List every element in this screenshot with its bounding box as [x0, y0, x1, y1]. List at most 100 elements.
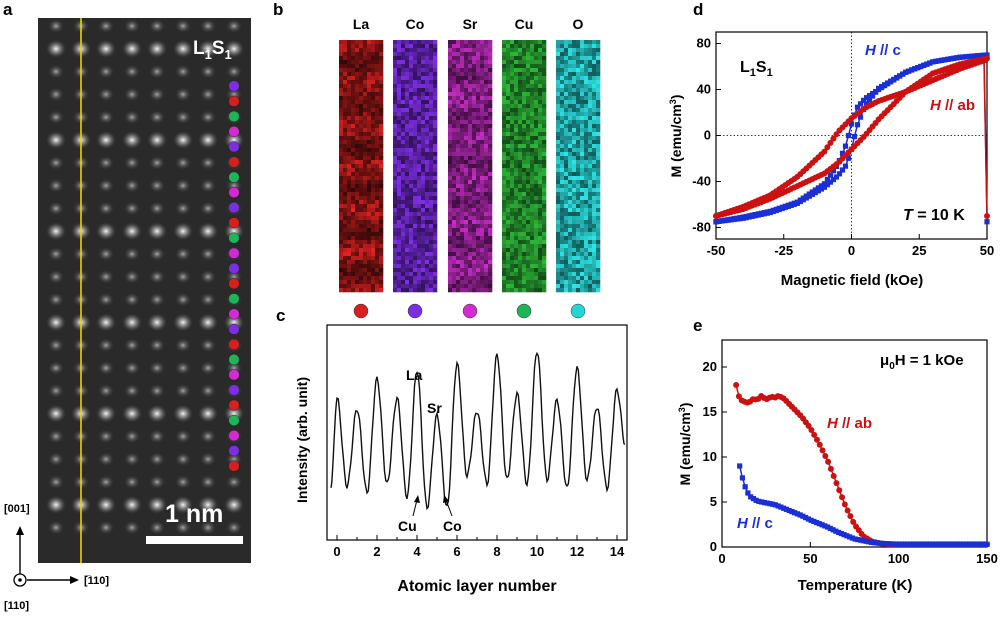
eds-pixel: [468, 196, 473, 201]
eds-pixel: [518, 252, 523, 257]
eds-pixel: [476, 200, 481, 205]
eds-pixel: [448, 192, 453, 197]
eds-pixel: [564, 260, 569, 265]
eds-pixel: [401, 180, 406, 185]
eds-pixel: [510, 188, 515, 193]
eds-pixel: [375, 176, 380, 181]
eds-pixel: [421, 200, 426, 205]
eds-pixel: [393, 252, 398, 257]
eds-pixel: [375, 212, 380, 217]
eds-pixel: [464, 76, 469, 81]
eds-pixel: [405, 284, 410, 289]
eds-pixel: [452, 288, 457, 293]
eds-pixel: [472, 252, 477, 257]
eds-pixel: [367, 256, 372, 261]
series-h-c-point: [825, 524, 831, 530]
eds-pixel: [393, 232, 398, 237]
eds-pixel: [429, 232, 434, 237]
eds-pixel: [375, 280, 380, 285]
atom-column: [200, 247, 216, 261]
eds-pixel: [409, 212, 414, 217]
y-tick-label: 0: [710, 539, 717, 554]
eds-pixel: [351, 48, 356, 53]
eds-pixel: [351, 140, 356, 145]
eds-pixel: [363, 96, 368, 101]
eds-pixel: [564, 128, 569, 133]
eds-pixel: [510, 104, 515, 109]
series-h-c-descending-point: [830, 168, 837, 174]
eds-pixel: [359, 232, 364, 237]
eds-pixel: [393, 268, 398, 273]
eds-pixel: [534, 48, 539, 53]
eds-pixel: [429, 60, 434, 65]
eds-pixel: [421, 216, 426, 221]
eds-pixel: [417, 200, 422, 205]
eds-pixel: [371, 168, 376, 173]
eds-pixel: [484, 236, 489, 241]
eds-pixel: [510, 288, 515, 293]
eds-pixel: [476, 236, 481, 241]
eds-pixel: [409, 96, 414, 101]
eds-pixel: [460, 64, 465, 69]
eds-pixel: [413, 40, 418, 45]
eds-pixel: [514, 240, 519, 245]
eds-pixel: [506, 76, 511, 81]
eds-pixel: [468, 160, 473, 165]
eds-pixel: [564, 224, 569, 229]
eds-pixel: [343, 288, 348, 293]
eds-pixel: [522, 128, 527, 133]
eds-pixel: [480, 272, 485, 277]
eds-pixel: [397, 120, 402, 125]
eds-pixel: [476, 144, 481, 149]
series-h-c-ascending-point: [803, 195, 809, 201]
eds-pixel: [542, 200, 547, 205]
atom-column: [124, 87, 140, 102]
eds-pixel: [542, 180, 547, 185]
eds-pixel: [514, 208, 519, 213]
eds-pixel: [433, 68, 438, 73]
eds-pixel: [514, 248, 519, 253]
eds-pixel: [401, 112, 406, 117]
eds-pixel: [522, 256, 527, 261]
eds-pixel: [526, 84, 531, 89]
eds-pixel: [375, 144, 380, 149]
eds-pixel: [359, 276, 364, 281]
eds-pixel: [401, 256, 406, 261]
eds-pixel: [480, 176, 485, 181]
eds-pixel: [359, 196, 364, 201]
eds-pixel: [421, 264, 426, 269]
eds-pixel: [371, 88, 376, 93]
eds-pixel: [452, 180, 457, 185]
eds-pixel: [359, 160, 364, 165]
eds-pixel: [556, 188, 561, 193]
eds-pixel: [476, 40, 481, 45]
eds-pixel: [452, 92, 457, 97]
x-tick-label: 100: [888, 551, 910, 566]
eds-pixel: [429, 252, 434, 257]
atom-column: [48, 178, 64, 193]
eds-pixel: [522, 208, 527, 213]
eds-pixel: [375, 112, 380, 117]
eds-pixel: [588, 212, 593, 217]
eds-pixel: [568, 188, 573, 193]
eds-pixel: [351, 276, 356, 281]
eds-pixel: [429, 288, 434, 293]
eds-pixel: [480, 244, 485, 249]
eds-pixel: [514, 260, 519, 265]
eds-pixel: [584, 264, 589, 269]
eds-pixel: [456, 68, 461, 73]
eds-pixel: [584, 196, 589, 201]
eds-pixel: [448, 124, 453, 129]
eds-pixel: [472, 160, 477, 165]
eds-pixel: [560, 40, 565, 45]
eds-pixel: [538, 172, 543, 177]
eds-pixel: [456, 232, 461, 237]
eds-pixel: [564, 212, 569, 217]
eds-pixel: [534, 96, 539, 101]
eds-pixel: [526, 60, 531, 65]
eds-pixel: [355, 200, 360, 205]
eds-pixel: [584, 104, 589, 109]
eds-pixel: [584, 200, 589, 205]
eds-pixel: [429, 48, 434, 53]
eds-pixel: [367, 68, 372, 73]
